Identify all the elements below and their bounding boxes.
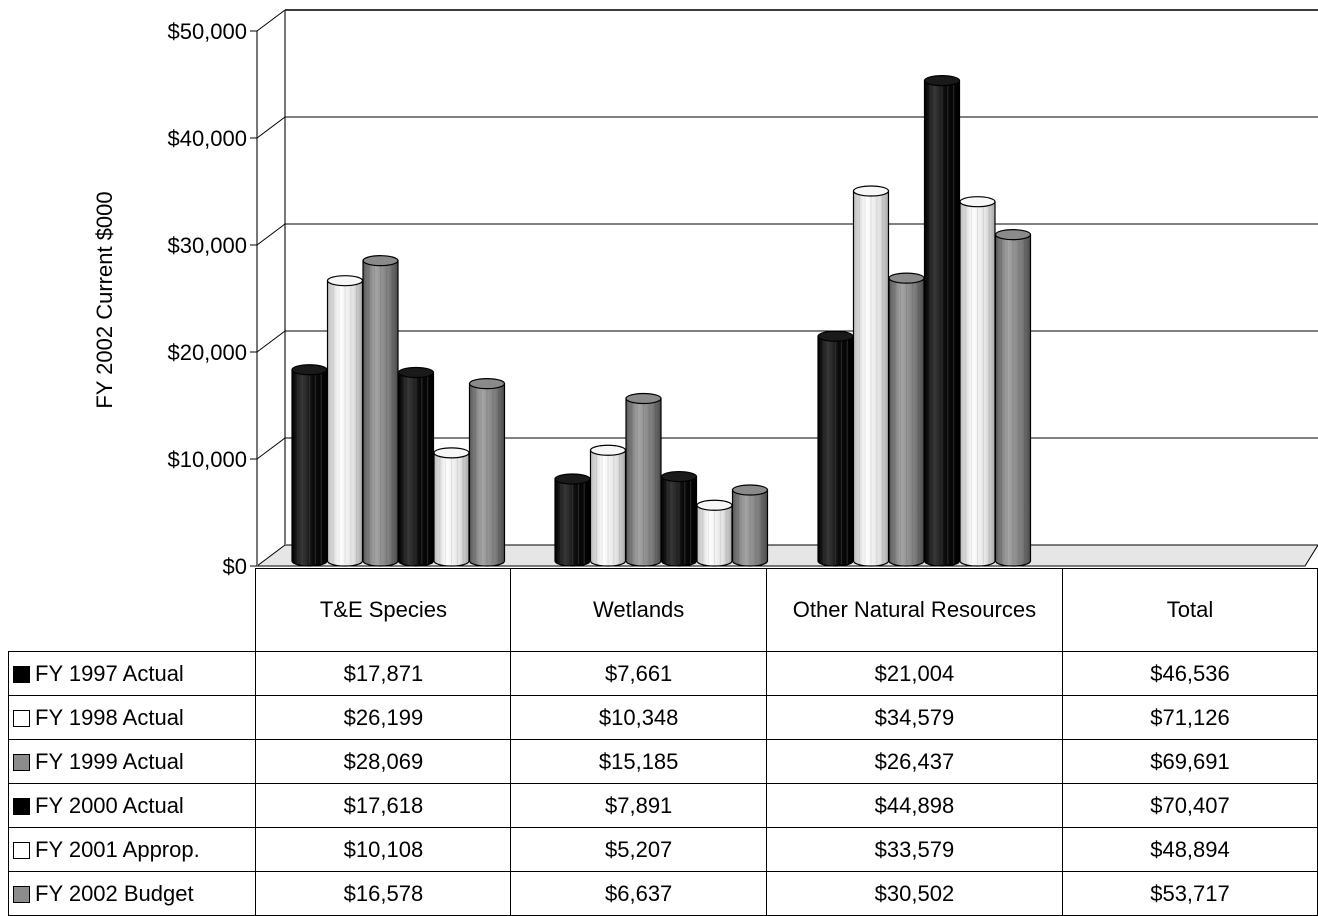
bar bbox=[589, 444, 627, 567]
table-category-header: Total bbox=[1061, 568, 1318, 652]
table-category-header: T&E Species bbox=[255, 568, 512, 652]
bar bbox=[433, 447, 470, 567]
legend-swatch bbox=[13, 709, 30, 727]
table-row: FY 1998 Actual $26,199 $10,348 $34,579 $71,1… bbox=[7, 695, 1318, 740]
bar bbox=[994, 229, 1032, 567]
legend-label: FY 2001 Approp. bbox=[35, 836, 200, 862]
y-tick-label: $10,000 bbox=[167, 447, 247, 472]
legend-label: FY 1999 Actual bbox=[35, 748, 184, 774]
table-cell-value: $7,891 bbox=[510, 783, 767, 828]
table-corner bbox=[8, 568, 257, 652]
legend-swatch bbox=[13, 841, 30, 859]
bar bbox=[696, 499, 733, 567]
bar bbox=[959, 196, 996, 567]
bar bbox=[852, 185, 890, 567]
table-cell-value: $46,536 bbox=[1061, 651, 1318, 696]
bar bbox=[291, 364, 328, 567]
bar bbox=[731, 484, 769, 567]
table-cell-value: $10,108 bbox=[255, 827, 512, 872]
table-row: FY 2002 Budget $16,578 $6,637 $30,502 $53,71… bbox=[7, 871, 1318, 916]
bars bbox=[291, 74, 1032, 567]
table-cell-value: $53,717 bbox=[1061, 871, 1318, 916]
table-cell-value: $28,069 bbox=[255, 739, 512, 784]
table-cell-value: $26,437 bbox=[765, 739, 1063, 784]
legend-entry: FY 2000 Actual bbox=[7, 783, 257, 828]
table-cell-value: $15,185 bbox=[510, 739, 767, 784]
legend-entry: FY 2001 Approp. bbox=[7, 827, 257, 872]
gridline-side bbox=[256, 116, 286, 139]
bar bbox=[817, 330, 854, 567]
legend-label: FY 1997 Actual bbox=[35, 660, 184, 686]
table-cell-value: $21,004 bbox=[765, 651, 1063, 696]
table-row: FY 1997 Actual $17,871 $7,661 $21,004 $46,53… bbox=[7, 651, 1318, 696]
legend-swatch bbox=[13, 753, 30, 771]
y-axis-title: FY 2002 Current $000 bbox=[92, 191, 117, 408]
legend-entry: FY 2002 Budget bbox=[7, 871, 257, 916]
gridline-side bbox=[256, 223, 286, 246]
table-header-row: T&E Species Wetlands Other Natural Resourc… bbox=[8, 568, 1318, 652]
bar bbox=[888, 272, 925, 567]
table-cell-value: $26,199 bbox=[255, 695, 512, 740]
axes: $0$10,000$20,000$30,000$40,000$50,000 bbox=[167, 9, 1318, 579]
table-cell-value: $71,126 bbox=[1061, 695, 1318, 740]
bar bbox=[326, 275, 364, 567]
gridline-side bbox=[256, 437, 286, 460]
legend-label: FY 2000 Actual bbox=[35, 792, 184, 818]
table-cell-value: $69,691 bbox=[1061, 739, 1318, 784]
legend-swatch bbox=[13, 665, 30, 683]
table-category-header: Wetlands bbox=[510, 568, 767, 652]
y-tick-label: $20,000 bbox=[167, 340, 247, 365]
legend-entry: FY 1999 Actual bbox=[7, 739, 257, 784]
table-cell-value: $70,407 bbox=[1061, 783, 1318, 828]
legend-swatch bbox=[13, 797, 30, 815]
legend-label: FY 1998 Actual bbox=[35, 704, 184, 730]
bar bbox=[362, 255, 399, 567]
table-cell-value: $30,502 bbox=[765, 871, 1063, 916]
y-tick-label: $50,000 bbox=[167, 19, 247, 44]
table-cell-value: $5,207 bbox=[510, 827, 767, 872]
table-cell-value: $34,579 bbox=[765, 695, 1063, 740]
y-tick-label: $40,000 bbox=[167, 126, 247, 151]
table-cell-value: $10,348 bbox=[510, 695, 767, 740]
bar bbox=[923, 74, 961, 567]
table-cell-value: $48,894 bbox=[1061, 827, 1318, 872]
table-cell-value: $17,618 bbox=[255, 783, 512, 828]
bar bbox=[625, 392, 662, 567]
legend-label: FY 2002 Budget bbox=[35, 880, 194, 906]
bar bbox=[468, 378, 506, 567]
table-cell-value: $44,898 bbox=[765, 783, 1063, 828]
table-cell-value: $6,637 bbox=[510, 871, 767, 916]
table-cell-value: $7,661 bbox=[510, 651, 767, 696]
table-cell-value: $16,578 bbox=[255, 871, 512, 916]
bar bbox=[554, 473, 591, 567]
table-category-header: Other Natural Resources bbox=[765, 568, 1063, 652]
table-cell-value: $17,871 bbox=[255, 651, 512, 696]
legend-swatch bbox=[13, 885, 30, 903]
legend-entry: FY 1998 Actual bbox=[7, 695, 257, 740]
bar bbox=[660, 470, 698, 567]
gridline-side bbox=[256, 9, 286, 32]
bar bbox=[397, 366, 435, 567]
table-cell-value: $33,579 bbox=[765, 827, 1063, 872]
legend-entry: FY 1997 Actual bbox=[7, 651, 257, 696]
gridline-side bbox=[256, 330, 286, 353]
chart-floor bbox=[255, 544, 1318, 567]
y-tick-label: $30,000 bbox=[167, 233, 247, 258]
table-row: FY 1999 Actual $28,069 $15,185 $26,437 $69,6… bbox=[7, 739, 1318, 784]
table-row: FY 2000 Actual $17,618 $7,891 $44,898 $70,40… bbox=[7, 783, 1318, 828]
table-row: FY 2001 Approp. $10,108 $5,207 $33,579 $48,8… bbox=[7, 827, 1318, 872]
data-table: T&E Species Wetlands Other Natural Resourc… bbox=[7, 568, 1318, 916]
